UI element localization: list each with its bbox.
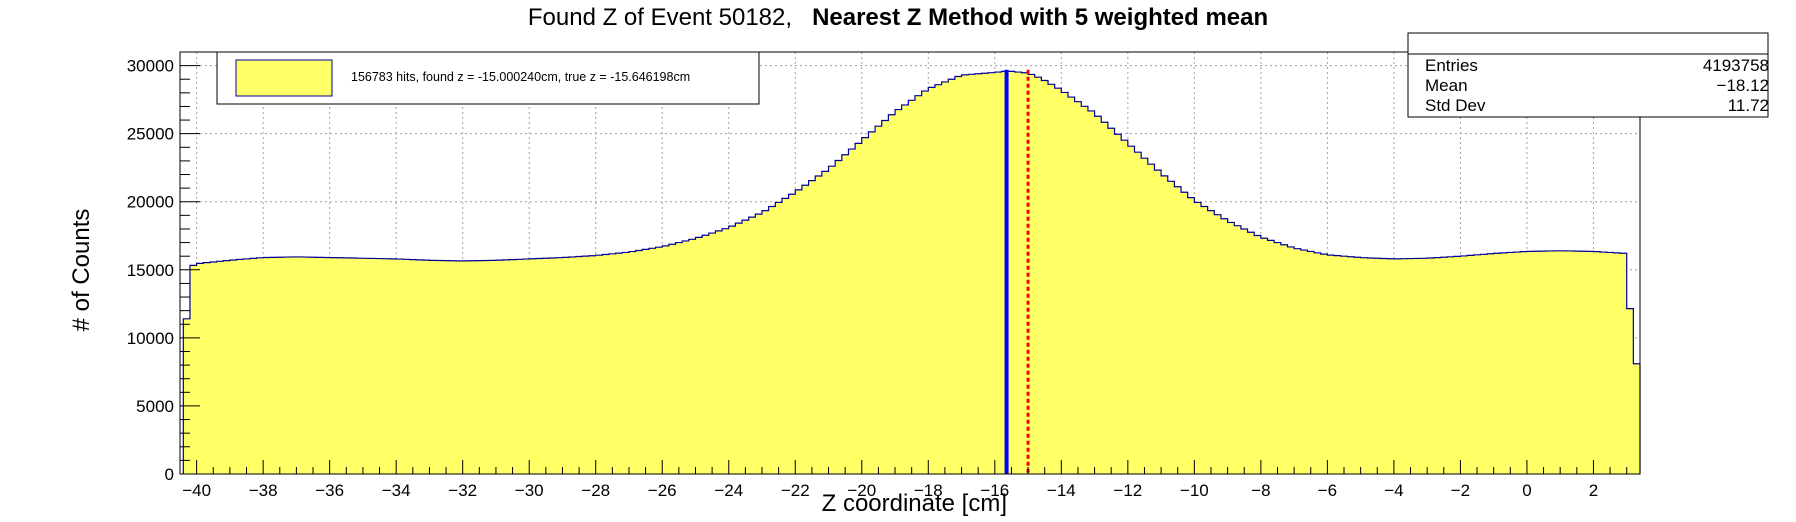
y-tick-label: 0 [165,465,174,484]
x-axis-title: Z coordinate [cm] [821,490,1008,517]
x-tick-label: −22 [781,481,810,500]
z-markers [1004,69,1030,474]
y-tick-label: 30000 [127,57,174,76]
x-tick-label: −36 [315,481,344,500]
y-tick-label: 15000 [127,261,174,280]
plot-frame [179,51,1641,475]
stats-stddev-value: 11.72 [1727,96,1769,115]
x-tick-label: −20 [847,481,876,500]
x-tick-label: −32 [448,481,477,500]
stats-stddev-label: Std Dev [1425,96,1486,115]
x-tick-label: −34 [382,481,411,500]
x-tick-label: −40 [182,481,211,500]
x-tick-label: −38 [249,481,278,500]
x-tick-label: −6 [1318,481,1337,500]
x-tick-label: −2 [1451,481,1470,500]
stats-mean-value: −18.12 [1716,76,1769,95]
y-axis-title: # of Counts [68,208,95,332]
legend-swatch [235,59,333,97]
x-tick-label: −4 [1384,481,1403,500]
x-tick-label: −8 [1251,481,1270,500]
y-tick-label: 20000 [127,193,174,212]
axes: −40 −38 −36 −34 −32 −30 −28 −26 −24 −22 −20 −18 −16−… [127,51,1628,500]
x-tick-label: 2 [1589,481,1598,500]
x-tick-label: −28 [581,481,610,500]
histogram-fill [183,71,1641,475]
title-part2: Nearest Z Method with 5 weighted mean [812,4,1269,31]
x-tick-label: 0 [1522,481,1531,500]
title-part1: Found Z of Event 50182, [527,4,793,31]
stats-box [1407,32,1769,118]
y-tick-label: 5000 [136,397,174,416]
stats-entries-value: 4193758 [1702,56,1769,75]
chart-title: Found Z of Event 50182, Nearest Z Method… [0,4,1796,32]
legend-entry-label: 156783 hits, found z = -15.000240cm, tru… [351,70,691,84]
x-tick-label: −24 [714,481,743,500]
stats-frame [1407,32,1769,118]
histogram-outline [182,70,1641,474]
x-tick-label: −26 [648,481,677,500]
x-tick-label: −10 [1180,481,1209,500]
x-tick-label: −16 [980,481,1009,500]
legend-box [216,51,760,105]
y-tick-label: 10000 [127,329,174,348]
stats-mean-label: Mean [1425,76,1468,95]
x-tick-label: −14 [1047,481,1076,500]
x-tick-label: −12 [1113,481,1142,500]
histogram-series [182,70,1641,475]
stats-entries-label: Entries [1425,56,1478,75]
y-tick-label: 25000 [127,125,174,144]
x-tick-label: −30 [515,481,544,500]
x-tick-label: −18 [914,481,943,500]
